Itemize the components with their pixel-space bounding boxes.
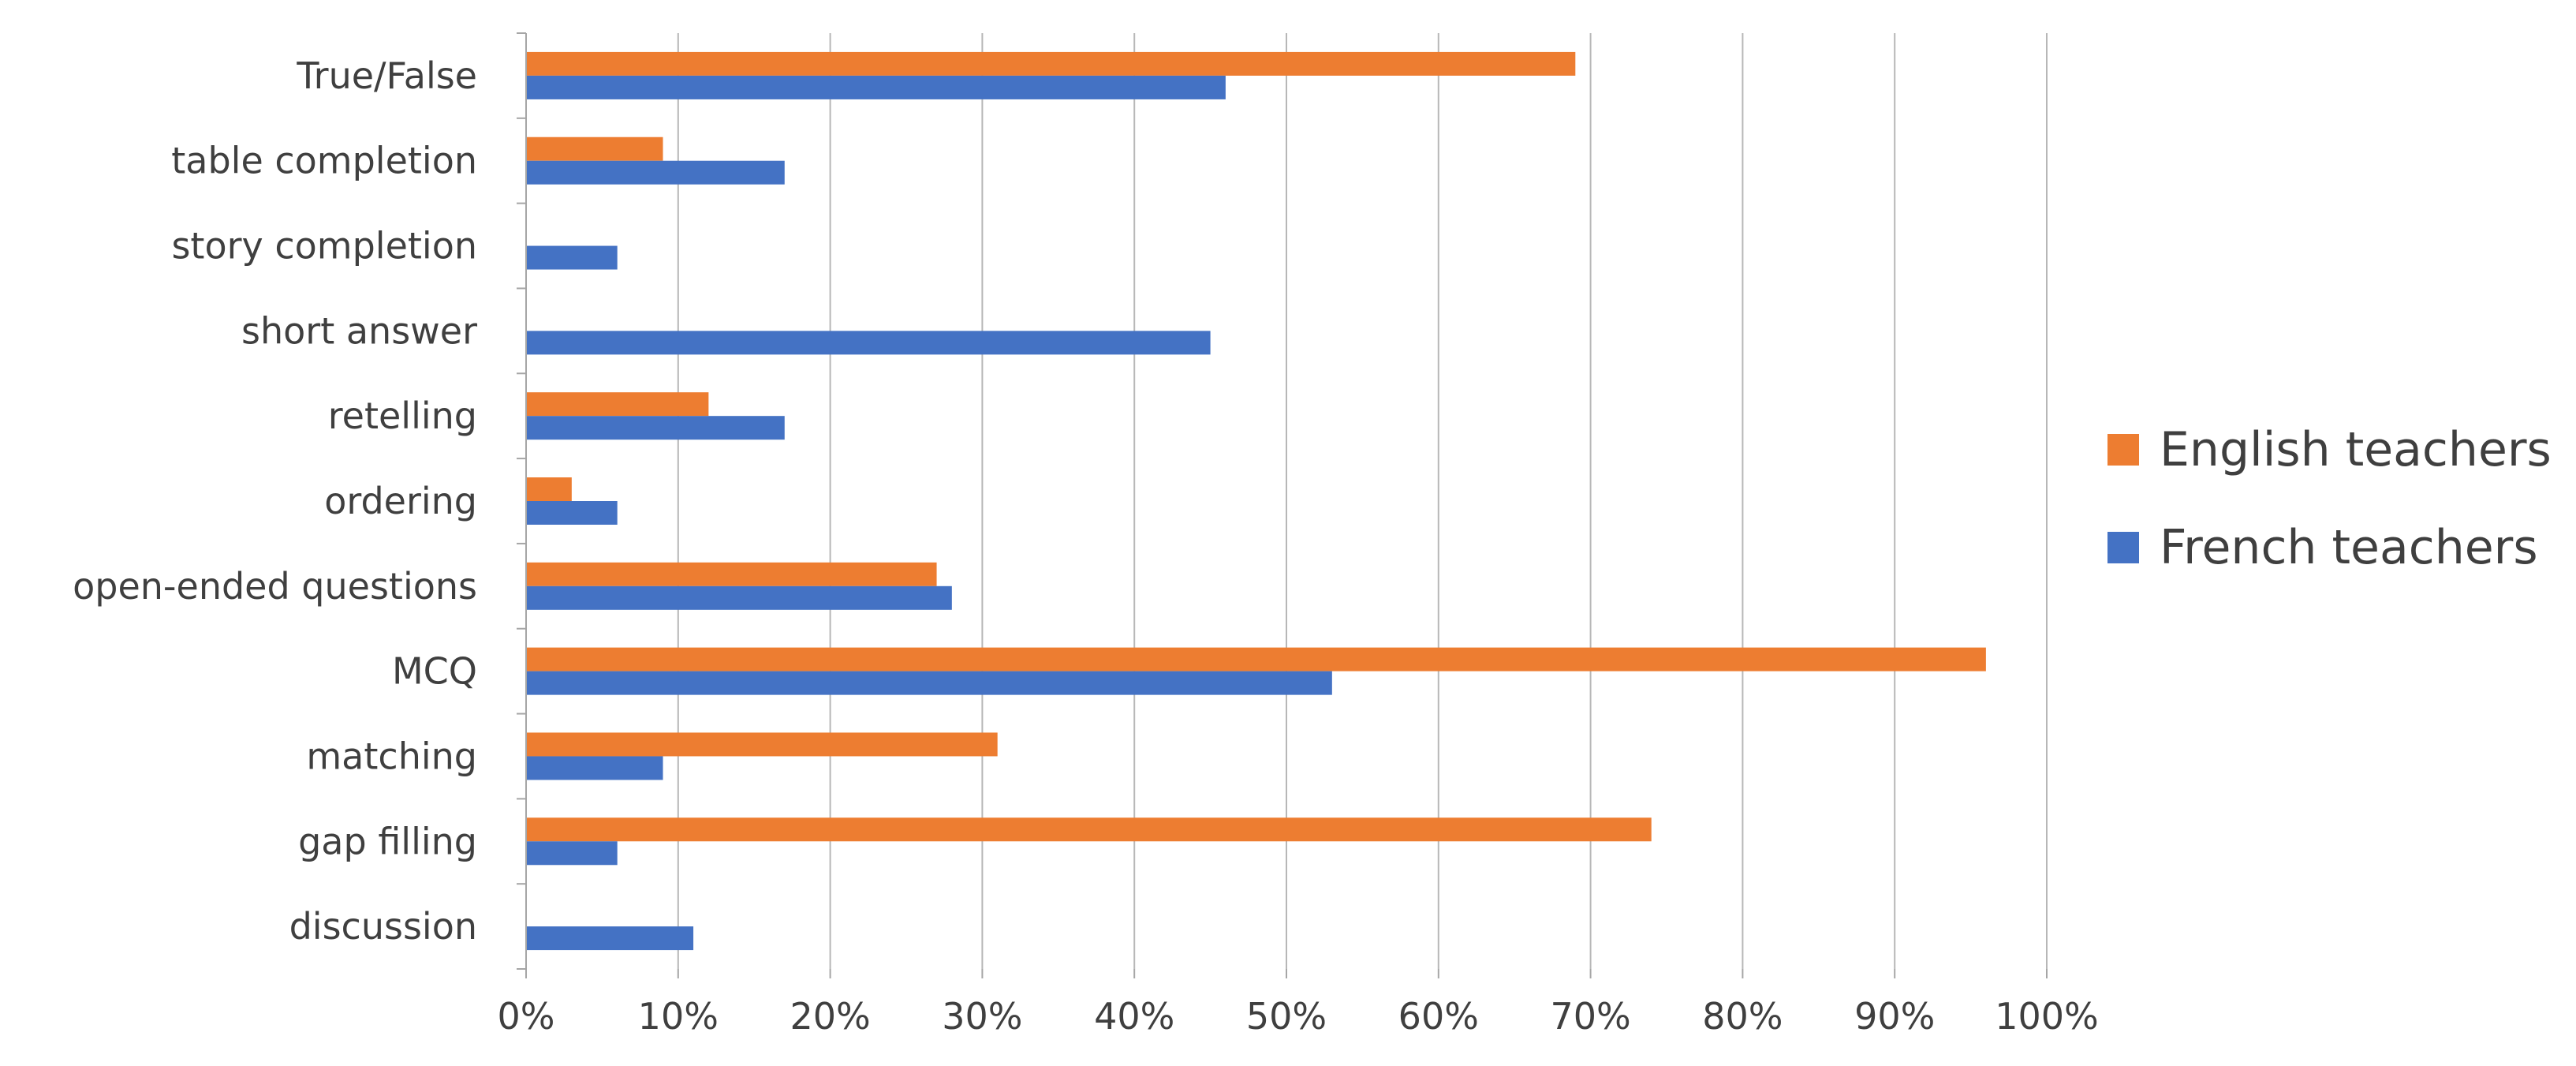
category-labels: True/False table completion story completi… xyxy=(73,54,477,948)
bar-english xyxy=(526,647,1986,671)
legend-label: French teachers xyxy=(2160,520,2538,575)
bar-french xyxy=(526,245,618,270)
x-tick-label: 80% xyxy=(1702,995,1783,1038)
bar-french xyxy=(526,160,785,185)
legend: English teachers French teachers xyxy=(2107,422,2552,575)
bars xyxy=(526,51,1986,951)
bar-french xyxy=(526,75,1226,99)
x-tick-label: 30% xyxy=(942,995,1022,1038)
x-tick-label: 70% xyxy=(1550,995,1630,1038)
gridlines xyxy=(677,33,2048,969)
category-label: discussion xyxy=(289,905,477,948)
x-tick-label: 90% xyxy=(1854,995,1935,1038)
legend-swatch xyxy=(2107,532,2139,563)
x-tick-label: 0% xyxy=(498,995,555,1038)
bar-french xyxy=(526,416,785,440)
bar-french xyxy=(526,501,618,525)
category-label: retelling xyxy=(328,395,477,437)
bar-french xyxy=(526,331,1211,355)
category-label: open-ended questions xyxy=(73,565,477,608)
x-tick-label: 40% xyxy=(1094,995,1174,1038)
bar-english xyxy=(526,817,1652,842)
bar-french xyxy=(526,671,1332,695)
category-label: ordering xyxy=(324,480,477,522)
x-tick-label: 100% xyxy=(1995,995,2099,1038)
bar-english xyxy=(526,732,998,757)
bar-english xyxy=(526,51,1576,76)
x-tick-label: 60% xyxy=(1398,995,1479,1038)
category-label: MCQ xyxy=(392,650,477,693)
x-tick-label: 20% xyxy=(790,995,870,1038)
bar-english xyxy=(526,137,663,161)
legend-swatch xyxy=(2107,434,2139,466)
category-label: short answer xyxy=(241,309,477,352)
category-label: matching xyxy=(306,735,477,777)
bar-english xyxy=(526,477,572,501)
bar-french xyxy=(526,841,618,866)
category-label: gap filling xyxy=(298,820,477,862)
x-tick-label: 50% xyxy=(1246,995,1327,1038)
bar-french xyxy=(526,926,694,951)
category-label: story completion xyxy=(171,225,477,267)
x-tick-label: 10% xyxy=(638,995,719,1038)
legend-label: English teachers xyxy=(2160,422,2552,477)
bar-french xyxy=(526,585,952,610)
bar-english xyxy=(526,392,709,417)
category-label: table completion xyxy=(171,140,477,182)
category-label: True/False xyxy=(296,54,477,97)
bar-french xyxy=(526,756,663,780)
bar-english xyxy=(526,562,937,586)
x-tick-labels: 0% 10% 20% 30% 40% 50% 60% 70% 80% 90% 100% xyxy=(498,995,2099,1038)
axes xyxy=(517,32,2048,978)
